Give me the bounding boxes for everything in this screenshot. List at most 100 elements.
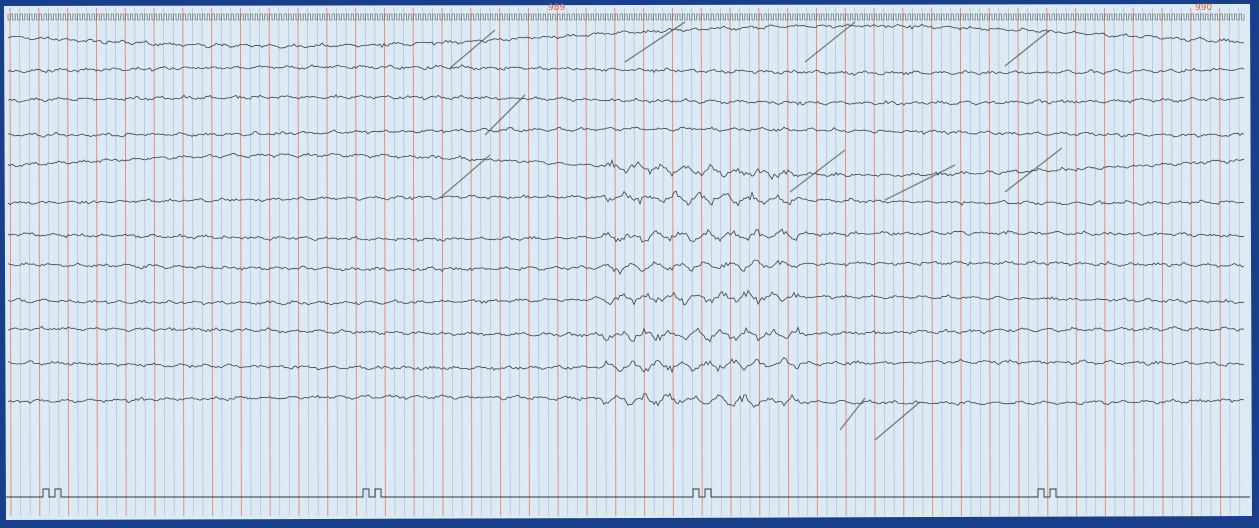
- timing-line: [6, 488, 1250, 498]
- grid-line: [806, 7, 809, 517]
- red-grid-line: [95, 7, 98, 517]
- pen-stroke: [484, 94, 526, 136]
- pen-stroke: [449, 29, 496, 69]
- grid-line: [796, 7, 799, 517]
- pen-stroke: [804, 21, 856, 63]
- grid-line: [316, 7, 319, 517]
- grid-line: [220, 7, 223, 517]
- red-grid-line: [1075, 7, 1078, 517]
- red-grid-line: [211, 7, 214, 517]
- grid-line: [86, 7, 89, 517]
- grid-line: [950, 7, 953, 517]
- grid-line: [460, 7, 463, 517]
- red-grid-line: [671, 7, 674, 517]
- eeg-trace: [7, 259, 1245, 276]
- pen-marks: [439, 21, 1063, 441]
- grid-line: [662, 7, 665, 517]
- pen-stroke: [1004, 29, 1051, 67]
- grid-line: [451, 7, 453, 517]
- grid-line: [1152, 7, 1154, 517]
- red-grid-line: [815, 7, 818, 517]
- grid-line: [1180, 7, 1183, 517]
- grid-line: [940, 7, 943, 517]
- grid-line: [393, 7, 396, 517]
- grid-line: [1200, 7, 1202, 517]
- grid-line: [163, 7, 165, 517]
- red-grid-line: [67, 7, 70, 517]
- eeg-trace: [7, 392, 1245, 408]
- grid-line: [364, 7, 367, 517]
- red-grid-line: [412, 7, 415, 517]
- grid-line: [508, 7, 511, 517]
- eeg-trace: [7, 357, 1245, 374]
- grid-line: [1094, 7, 1097, 517]
- grid-line: [691, 7, 693, 517]
- pen-stroke: [439, 154, 491, 199]
- red-grid-line: [297, 7, 300, 517]
- grid-line: [192, 7, 194, 517]
- eeg-trace: [7, 190, 1244, 207]
- grid-line: [1228, 7, 1231, 517]
- grid-line: [1036, 7, 1039, 517]
- eeg-trace: [7, 126, 1245, 138]
- grid-line: [998, 7, 1001, 517]
- eeg-trace: [7, 228, 1245, 243]
- grid-line: [172, 7, 175, 517]
- grid: [7, 7, 1245, 517]
- grid-line: [76, 7, 79, 517]
- red-grid-line: [1132, 7, 1135, 517]
- red-grid-line: [182, 7, 185, 517]
- grid-line: [1008, 7, 1010, 517]
- grid-line: [1209, 7, 1212, 517]
- red-grid-line: [643, 7, 646, 517]
- red-grid-line: [1190, 7, 1193, 517]
- grid-line: [633, 7, 636, 517]
- grid-line: [144, 7, 146, 517]
- red-grid-line: [239, 7, 242, 517]
- grid-line: [374, 7, 377, 517]
- grid-line: [748, 7, 751, 517]
- grid-line: [681, 7, 684, 517]
- red-grid-line: [1219, 7, 1222, 517]
- grid-line: [307, 7, 309, 517]
- paper-sheet: [4, 4, 1252, 520]
- traces: [6, 23, 1250, 498]
- pen-stroke: [874, 401, 921, 441]
- red-grid-line: [124, 7, 127, 517]
- pen-stroke: [1004, 147, 1063, 193]
- grid-line: [422, 7, 425, 517]
- grid-line: [432, 7, 434, 517]
- pen-stroke: [789, 149, 846, 193]
- red-grid-line: [383, 7, 386, 517]
- red-grid-line: [1017, 7, 1020, 517]
- red-grid-line: [873, 7, 876, 517]
- red-grid-line: [326, 7, 329, 517]
- red-grid-line: [441, 7, 444, 517]
- grid-line: [1065, 7, 1068, 517]
- grid-line: [864, 7, 866, 517]
- pen-stroke: [884, 164, 956, 201]
- eeg-trace: [7, 289, 1245, 306]
- grid-line: [825, 7, 828, 517]
- page-number: 989: [548, 3, 565, 13]
- grid-line: [720, 7, 722, 517]
- eeg-trace: [7, 64, 1245, 76]
- red-grid-line: [988, 7, 991, 517]
- grid-line: [489, 7, 492, 517]
- time-ticks: [7, 13, 1245, 21]
- grid-line: [892, 7, 895, 517]
- red-grid-line: [931, 7, 934, 517]
- grid-line: [1084, 7, 1087, 517]
- eeg-trace: [7, 23, 1245, 49]
- red-grid-line: [1161, 7, 1164, 517]
- grid-line: [19, 7, 21, 517]
- grid-line: [854, 7, 857, 517]
- grid-line: [134, 7, 137, 517]
- grid-line: [278, 7, 281, 517]
- grid-line: [201, 7, 204, 517]
- grid-line: [230, 7, 233, 517]
- red-grid-line: [1103, 7, 1106, 517]
- page-number: 990: [1195, 3, 1212, 13]
- grid-line: [547, 7, 549, 517]
- grid-line: [624, 7, 626, 517]
